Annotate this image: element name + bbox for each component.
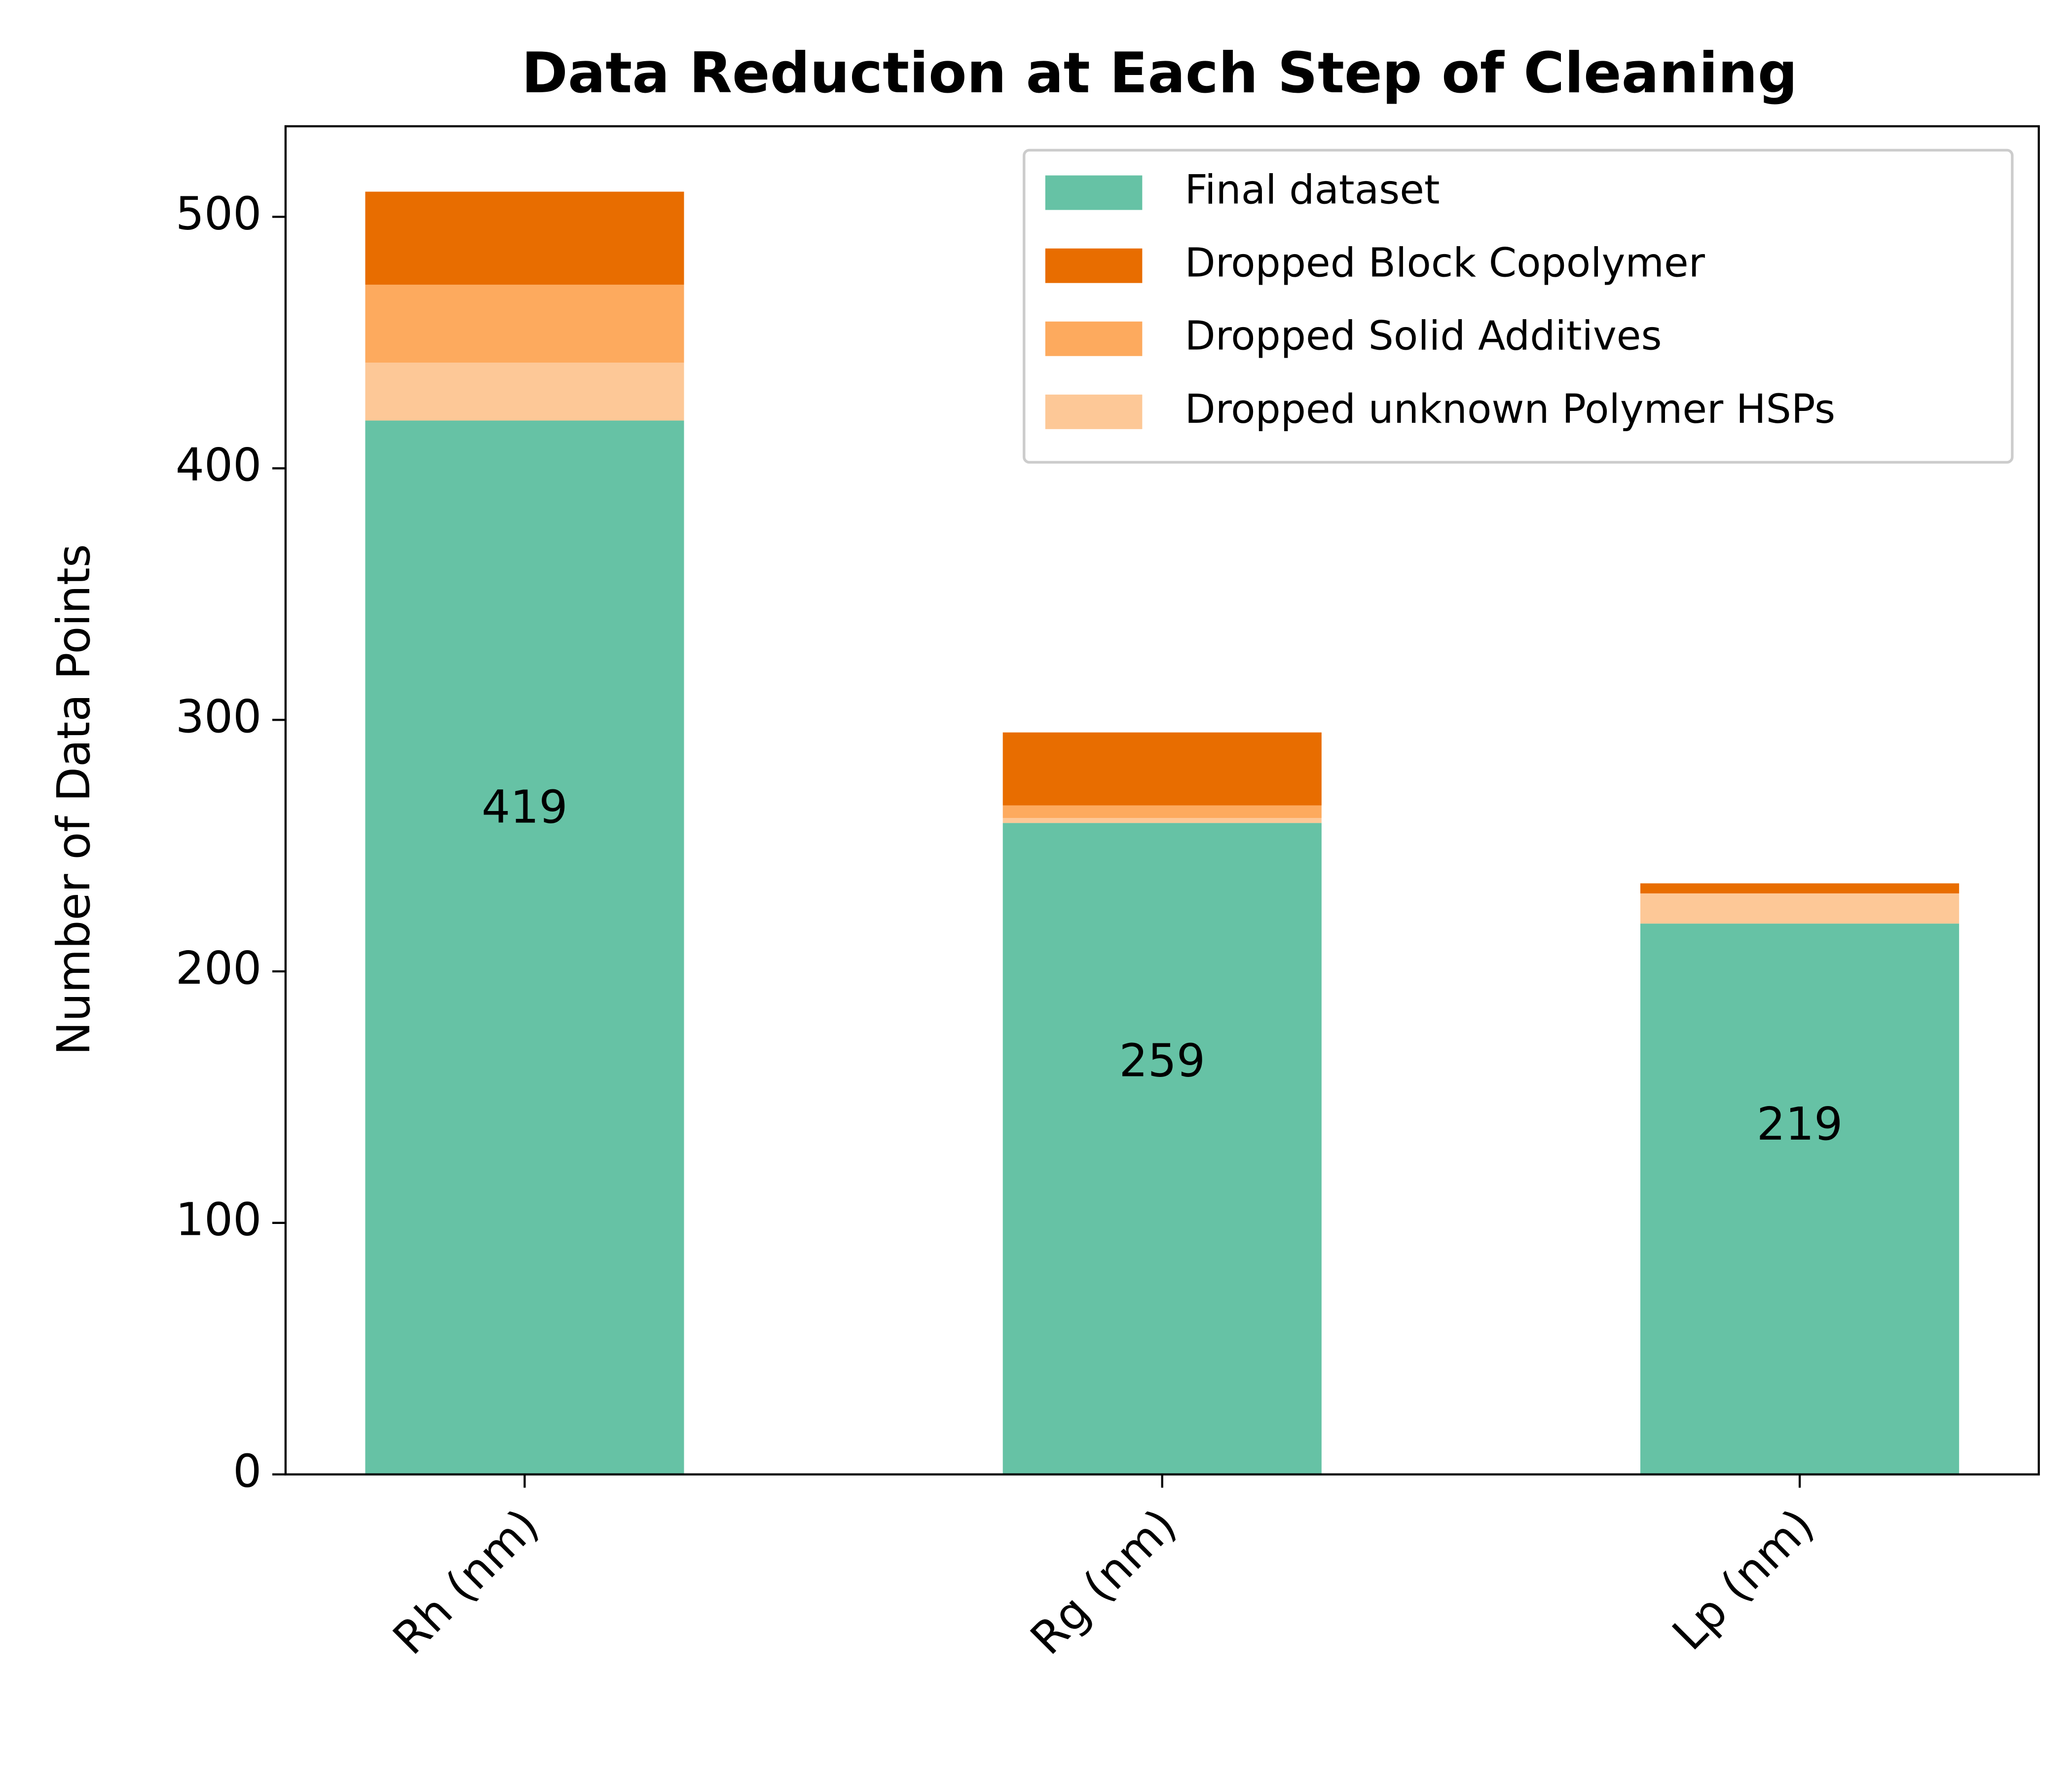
bar-segment [1640,924,1960,1475]
data-label: 219 [1757,1098,1843,1150]
bar-segment [365,363,684,421]
legend-label: Final dataset [1185,167,1440,214]
legend-label: Dropped Solid Additives [1185,313,1662,360]
legend-label: Dropped unknown Polymer HSPs [1185,386,1836,433]
y-tick-label: 0 [233,1445,261,1498]
legend-swatch [1045,248,1143,283]
legend-swatch [1045,321,1143,356]
bar-segment [365,191,684,285]
y-tick-label: 300 [176,690,262,743]
data-label: 259 [1119,1035,1205,1087]
bar-segment [1002,823,1322,1475]
plot-frame [284,125,2040,1476]
bar-segment [1002,732,1322,806]
legend-swatch [1045,175,1143,210]
y-tick-label: 200 [176,942,262,995]
chart-title: Data Reduction at Each Step of Cleaning [521,40,1798,106]
y-tick-label: 100 [176,1193,262,1246]
legend-swatch [1045,394,1143,429]
y-axis-label: Number of Data Points [47,544,100,1056]
bar-segment [1640,893,1960,924]
bar-segment [1002,817,1322,823]
y-tick-label: 500 [176,187,262,240]
bar-segment [365,285,684,363]
data-label: 419 [481,781,568,834]
y-tick-label: 400 [176,439,262,491]
bar-segment [365,420,684,1475]
legend-box [1023,148,2014,464]
legend-label: Dropped Block Copolymer [1185,240,1705,287]
legend: Final dataset Dropped Block Copolymer Drop… [1023,148,2014,464]
bar-segment [1640,883,1960,893]
bar-segment [1002,805,1322,818]
